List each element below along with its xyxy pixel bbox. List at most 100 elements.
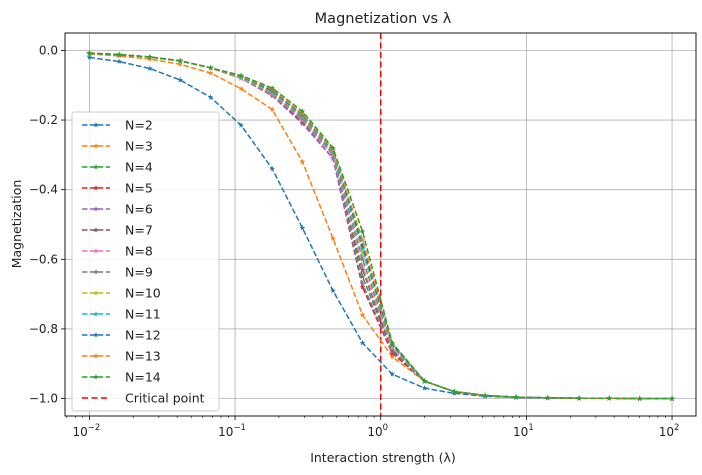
data-point-marker <box>606 395 613 401</box>
data-point-marker <box>389 346 396 353</box>
data-point-marker <box>177 57 184 64</box>
legend-label: N=9 <box>125 265 153 280</box>
y-tick-label: −0.6 <box>29 252 58 266</box>
data-point-marker <box>207 64 214 71</box>
x-tick-exponent: −2 <box>88 423 101 433</box>
legend-label: N=6 <box>125 202 153 217</box>
data-point-marker <box>389 339 396 346</box>
data-point-marker <box>359 263 366 269</box>
legend-label: N=14 <box>125 370 161 385</box>
data-point-marker <box>207 70 214 76</box>
legend-marker <box>93 143 99 149</box>
legend-marker <box>93 332 99 338</box>
x-tick-base: 10 <box>72 425 87 439</box>
legend-marker <box>93 311 99 317</box>
legend-marker <box>93 122 99 128</box>
x-tick-base: 10 <box>659 425 674 439</box>
data-point-marker <box>359 228 366 234</box>
data-point-marker <box>421 385 428 391</box>
x-tick-exponent: −1 <box>233 423 246 433</box>
data-point-marker <box>389 350 396 356</box>
data-point-marker <box>389 353 396 360</box>
legend-box <box>71 111 220 412</box>
data-point-marker <box>299 110 306 117</box>
x-tick-label: 10−2 <box>72 423 100 439</box>
legend-label: Critical point <box>125 391 205 406</box>
y-tick-label: −0.2 <box>29 113 58 127</box>
data-point-marker <box>389 341 396 348</box>
data-point-marker <box>636 395 643 402</box>
legend-marker <box>93 290 99 296</box>
data-point-marker <box>146 65 153 71</box>
data-point-marker <box>359 256 366 262</box>
data-point-marker <box>359 237 366 243</box>
data-point-marker <box>269 92 276 99</box>
data-point-marker <box>146 54 153 60</box>
data-point-marker <box>330 146 336 153</box>
legend-label: N=4 <box>125 160 153 175</box>
legend-marker <box>93 269 99 275</box>
data-point-marker <box>576 395 582 401</box>
data-point-marker <box>269 85 276 91</box>
y-tick-label: −0.8 <box>29 322 58 336</box>
series-layer <box>86 50 675 402</box>
data-point-marker <box>238 85 244 92</box>
data-point-marker <box>299 118 306 125</box>
data-point-marker <box>299 115 306 121</box>
data-point-marker <box>330 144 336 151</box>
data-point-marker <box>359 284 366 290</box>
legend-marker <box>93 185 99 191</box>
data-point-marker <box>544 394 551 401</box>
series-line <box>89 53 673 400</box>
legend-label: N=12 <box>125 328 161 343</box>
data-point-marker <box>389 345 396 351</box>
data-point-marker <box>482 392 488 398</box>
data-point-marker <box>116 58 122 64</box>
data-point-marker <box>389 343 396 349</box>
data-point-marker <box>330 235 336 241</box>
y-tick-label: −0.4 <box>29 183 58 197</box>
data-point-marker <box>451 388 458 395</box>
legend-label: N=7 <box>125 223 153 238</box>
legend-marker <box>93 374 99 380</box>
x-tick-exponent: 2 <box>674 423 679 433</box>
legend-marker <box>93 206 99 212</box>
legend-marker <box>93 164 99 170</box>
x-tick-exponent: 0 <box>383 423 388 433</box>
data-point-marker <box>269 165 276 172</box>
data-point-marker <box>238 122 244 128</box>
data-point-marker <box>389 371 396 377</box>
data-point-marker <box>269 106 276 113</box>
data-point-marker <box>359 312 366 318</box>
x-tick-exponent: 1 <box>528 423 533 433</box>
data-point-marker <box>359 273 366 280</box>
x-tick-label: 102 <box>659 423 680 439</box>
legend-label: N=8 <box>125 244 153 259</box>
x-tick-label: 101 <box>513 423 534 439</box>
legend-marker <box>93 248 99 254</box>
legend-label: N=3 <box>125 139 153 154</box>
data-point-marker <box>330 151 336 158</box>
x-axis-title: Interaction strength (λ) <box>310 450 456 465</box>
data-point-marker <box>359 245 366 252</box>
data-point-marker <box>451 390 458 396</box>
data-point-marker <box>359 249 366 255</box>
data-point-marker <box>299 224 306 231</box>
legend-label: N=5 <box>125 181 153 196</box>
series-line <box>89 52 673 400</box>
data-point-marker <box>207 94 214 100</box>
legend: N=2 N=3 N=4 N=5 N=6 N=7 N=8 N=9 N=10 N=11 N=12 N=13… <box>71 111 220 412</box>
legend-label: N=13 <box>125 349 161 364</box>
data-point-marker <box>359 280 366 287</box>
data-point-marker <box>299 120 306 126</box>
data-point-marker <box>669 395 675 402</box>
data-point-marker <box>359 266 366 273</box>
x-tick-base: 10 <box>218 425 233 439</box>
data-point-marker <box>359 242 366 248</box>
data-point-marker <box>330 150 336 156</box>
data-point-marker <box>86 54 93 60</box>
data-point-marker <box>299 117 306 123</box>
data-point-marker <box>389 348 396 355</box>
